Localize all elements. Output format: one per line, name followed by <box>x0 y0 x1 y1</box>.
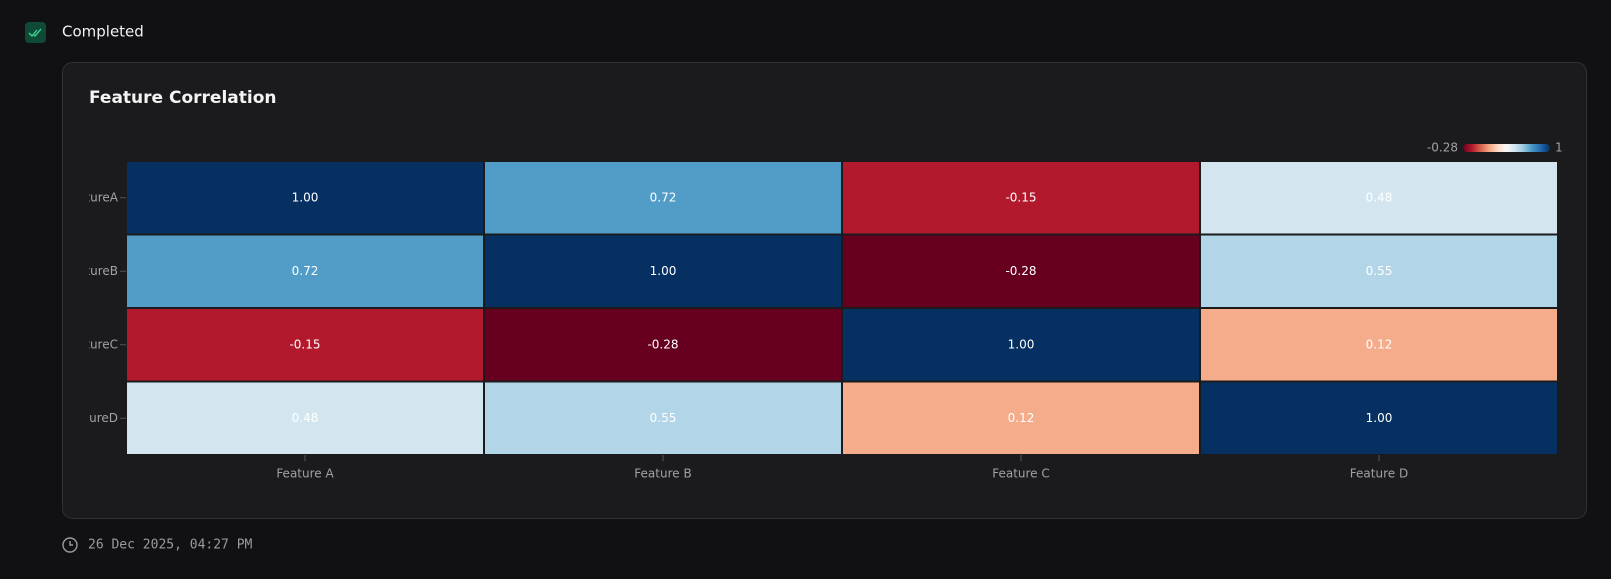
heatmap: 1.00 0.72 -0.15 0.48 0.72 1.00 -0.28 0.55 -0.15 -… <box>63 141 1563 481</box>
cell-label: -0.15 <box>289 337 320 351</box>
heatmap-cell <box>1201 235 1557 307</box>
heatmap-cell <box>843 382 1199 454</box>
status-check <box>28 28 42 37</box>
heatmap-cell <box>127 235 483 307</box>
heatmap-cell <box>843 162 1199 234</box>
y-tick-label: FeatureA <box>64 190 118 204</box>
heatmap-cell <box>127 162 483 234</box>
cell-label: 1.00 <box>1008 337 1035 351</box>
cell-label: -0.28 <box>647 337 678 351</box>
heatmap-cell <box>843 235 1199 307</box>
heatmap-cell <box>843 309 1199 381</box>
x-tick-label: Feature C <box>992 467 1050 481</box>
y-tick-label: FeatureC <box>64 337 118 351</box>
colorbar <box>1463 144 1550 152</box>
colorbar-tick-label: -0.28 <box>1427 141 1458 155</box>
heatmap-cell <box>1201 309 1557 381</box>
heatmap-cell <box>127 309 483 381</box>
heatmap-cell <box>485 382 841 454</box>
cell-label: 0.55 <box>1366 264 1393 278</box>
cell-label: 0.72 <box>292 264 319 278</box>
y-tick-label: FeatureD <box>63 411 118 425</box>
cell-label: 0.48 <box>1366 190 1393 204</box>
cell-label: -0.15 <box>1005 190 1036 204</box>
cell-label: 1.00 <box>292 190 319 204</box>
timestamp: 26 Dec 2025, 04:27 PM <box>88 538 253 553</box>
heatmap-cell <box>1201 162 1557 234</box>
cell-label: -0.28 <box>1005 264 1036 278</box>
clock-icon <box>62 537 78 553</box>
chart-title: Feature Correlation <box>89 88 276 108</box>
cell-label: 0.72 <box>650 190 677 204</box>
x-tick-label: Feature A <box>276 467 334 481</box>
cell-label: 0.12 <box>1008 411 1035 425</box>
x-tick-label: Feature B <box>634 467 691 481</box>
heatmap-cell <box>485 162 841 234</box>
status-label: Completed <box>62 23 144 41</box>
colorbar-tick-label: 1 <box>1555 141 1563 155</box>
cell-label: 0.55 <box>650 411 677 425</box>
heatmap-cell <box>485 235 841 307</box>
cell-label: 0.48 <box>292 411 319 425</box>
x-tick-label: Feature D <box>1350 467 1408 481</box>
cell-label: 1.00 <box>1366 411 1393 425</box>
heatmap-cell <box>485 309 841 381</box>
cell-label: 0.12 <box>1366 337 1393 351</box>
clock-hands <box>69 541 73 546</box>
y-axis-labels: FeatureA FeatureB FeatureC FeatureD <box>63 190 119 425</box>
y-tick-label: FeatureB <box>64 264 118 278</box>
heatmap-cell <box>127 382 483 454</box>
heatmap-cell <box>1201 382 1557 454</box>
cell-label: 1.00 <box>650 264 677 278</box>
